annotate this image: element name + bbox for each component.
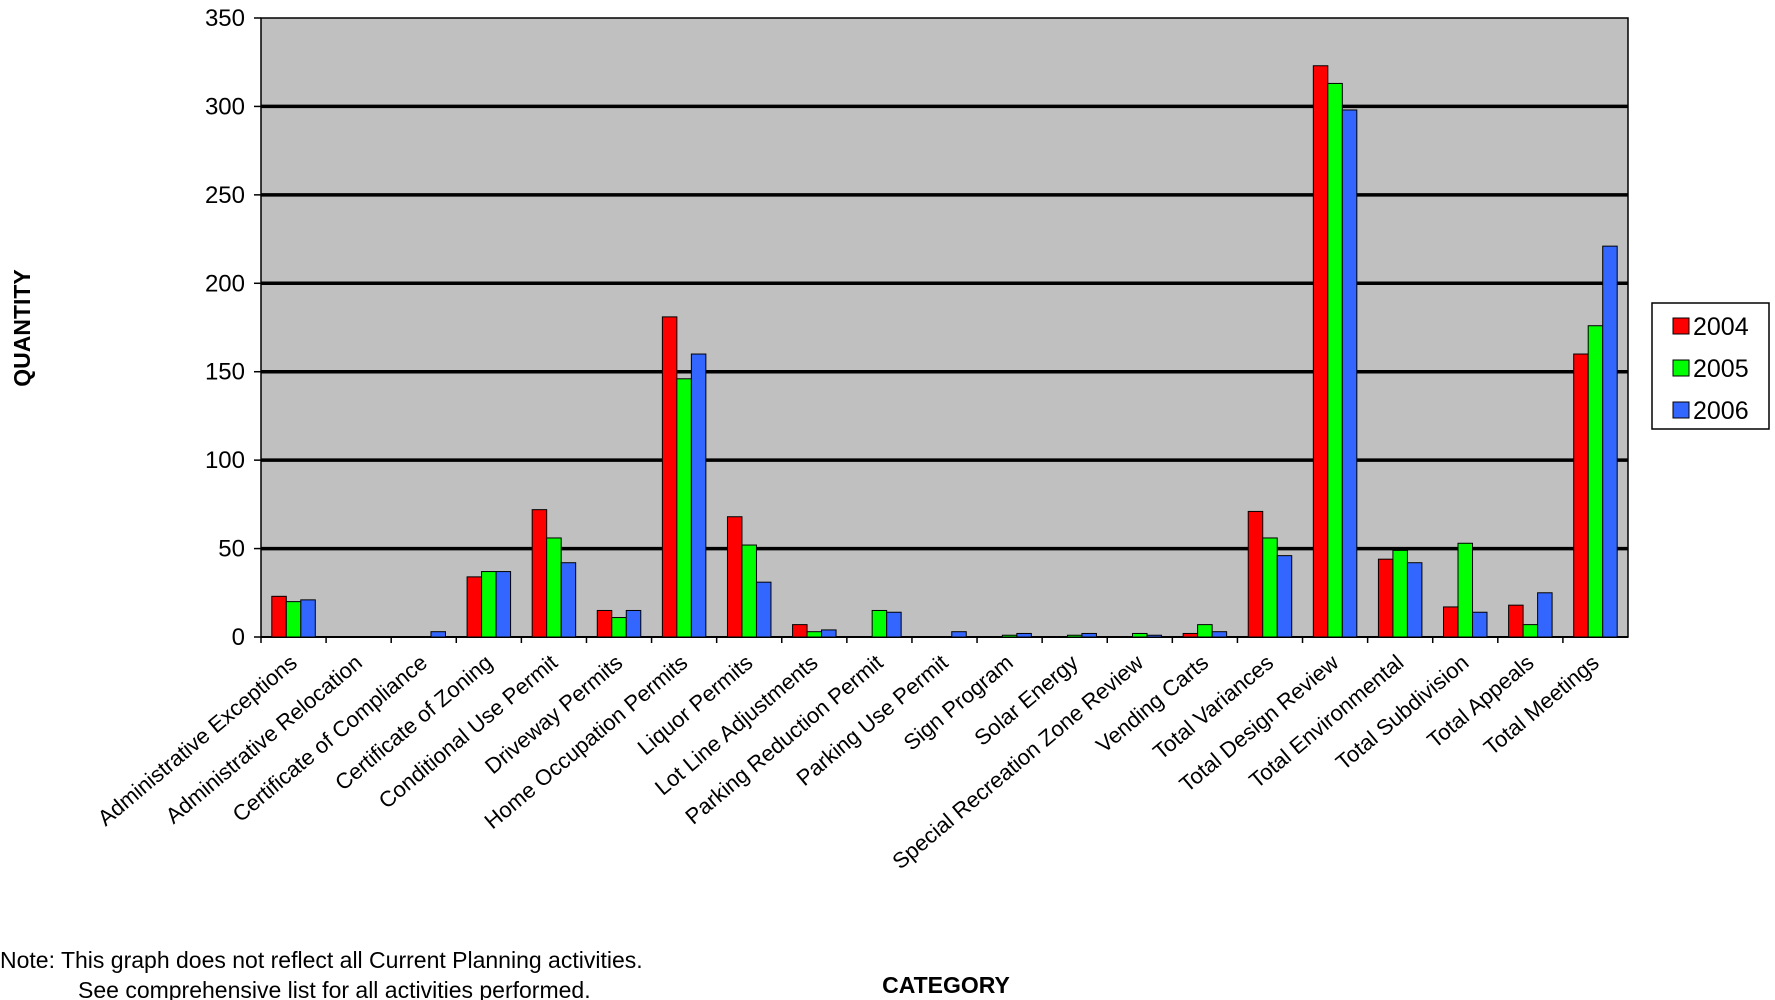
bar-2004-17 [1377,558,1394,638]
y-tick-label: 50 [218,536,245,563]
bar-2006-8 [821,629,837,638]
bar-2004-18 [1443,606,1459,638]
note-line-2: See comprehensive list for all activitie… [78,977,591,1000]
bar-2005-19 [1522,624,1539,638]
bar-2006-18 [1472,611,1488,638]
y-tick-label: 250 [205,182,245,209]
bar-2005-3 [481,571,497,638]
legend-label-2006: 2006 [1693,397,1749,425]
y-tick-label: 350 [205,5,245,32]
bar-2005-12 [1066,634,1083,638]
bar-2004-19 [1508,604,1524,638]
bar-2004-5 [596,609,613,638]
bar-2005-5 [611,617,627,638]
bar-2006-6 [690,353,707,638]
y-tick-label: 150 [205,359,245,386]
bar-2005-16 [1327,82,1343,638]
category-label: Total Meetings [1479,650,1604,760]
legend-label-2005: 2005 [1693,355,1749,383]
bar-2004-4 [531,509,548,638]
bar-2005-7 [741,544,757,638]
bar-2004-0 [271,595,287,638]
bar-2006-7 [755,581,772,638]
bar-2004-3 [466,576,483,638]
x-axis-title: CATEGORY [882,972,1010,998]
bar-2005-17 [1392,549,1408,638]
legend-swatch-2006 [1672,401,1690,419]
x-axis-labels: Administrative ExceptionsAdministrative … [93,650,1604,874]
legend-swatch-2005 [1672,359,1690,377]
bar-2006-9 [886,611,902,638]
bar-2006-17 [1406,562,1423,638]
bar-2005-13 [1132,632,1148,638]
y-axis-ticks: 0 50 100 150 200 250 300 350 [205,5,261,651]
bar-2006-19 [1537,592,1553,638]
bar-2005-8 [806,631,823,638]
y-tick-label: 100 [205,447,245,474]
y-tick-label: 200 [205,270,245,297]
bar-2006-13 [1146,634,1163,638]
bar-2006-2 [430,631,446,638]
bar-2005-6 [676,378,692,638]
bars [260,65,1618,643]
bar-2004-8 [792,624,808,638]
bar-2005-4 [546,537,562,638]
note-line-1: Note: This graph does not reflect all Cu… [0,947,643,973]
bar-2006-10 [951,631,967,638]
bar-2006-5 [625,609,642,638]
legend-swatch-2004 [1672,317,1690,335]
bar-2006-14 [1211,631,1228,638]
bar-2005-14 [1197,624,1213,638]
bar-2006-0 [300,599,316,638]
y-axis-title: QUANTITY [9,269,35,387]
bar-2004-6 [661,316,678,638]
bar-2004-7 [726,516,743,638]
bar-2006-3 [495,571,512,638]
bar-2005-15 [1262,537,1278,638]
bar-2005-0 [285,601,302,638]
bar-2006-11 [1016,632,1032,638]
y-tick-label: 300 [205,93,245,120]
bar-2004-16 [1312,65,1329,638]
bar-2006-15 [1276,555,1293,638]
plot-area [260,17,1629,638]
bar-2006-4 [560,562,577,638]
bar-2005-11 [1001,634,1018,638]
y-tick-label: 0 [232,624,245,651]
bar-2004-14 [1182,632,1199,638]
bar-2005-9 [871,609,888,638]
bar-2004-15 [1247,510,1264,638]
bar-2006-16 [1341,109,1358,638]
bar-2005-20 [1587,325,1604,638]
bar-2004-20 [1573,353,1589,638]
bar-2005-18 [1457,542,1474,638]
bar-2006-20 [1602,245,1618,638]
bar-2006-12 [1081,632,1097,638]
legend-label-2004: 2004 [1693,313,1749,341]
legend-box [1651,302,1770,430]
legend: 2004 2005 2006 [1651,302,1770,430]
